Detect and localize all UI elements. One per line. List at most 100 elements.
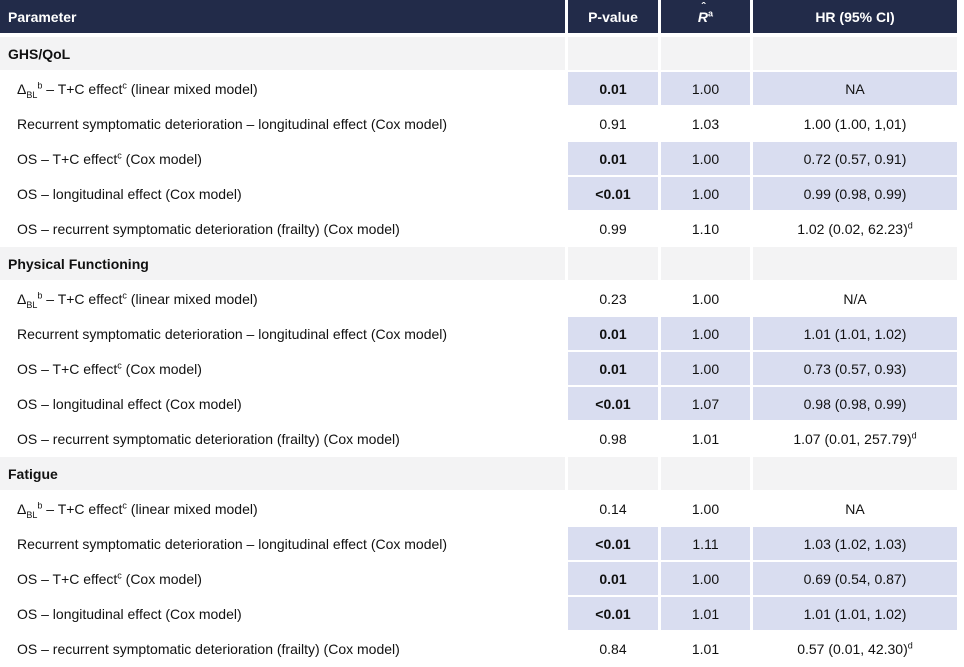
hr-ci-cell: NA — [753, 72, 957, 107]
hr-ci-cell: 1.01 (1.01, 1.02) — [753, 597, 957, 632]
section-spacer-cell — [661, 247, 753, 282]
param-cell: Recurrent symptomatic deterioration – lo… — [0, 527, 568, 562]
p-value-cell: <0.01 — [568, 387, 661, 422]
hr-ci-cell: 0.57 (0.01, 42.30)d — [753, 632, 957, 667]
section-spacer-cell — [753, 247, 957, 282]
param-text-part: (Cox model) — [121, 360, 202, 377]
param-text-part: OS – recurrent symptomatic deterioration… — [17, 430, 400, 447]
hr-footnote-superscript: d — [911, 429, 917, 440]
hr-ci-cell: 1.07 (0.01, 257.79)d — [753, 422, 957, 457]
r-hat-value-cell: 1.00 — [661, 142, 753, 177]
header-row: Parameter P-value R ˆ a HR (95% CI) — [0, 0, 957, 37]
r-hat-value-cell: 1.00 — [661, 352, 753, 387]
table-row: OS – recurrent symptomatic deterioration… — [0, 422, 957, 457]
table-row: ΔBLb – T+C effectc (linear mixed model) 0… — [0, 492, 957, 527]
param-text-part: b — [37, 289, 43, 300]
r-hat-base: R — [697, 8, 709, 25]
hr-footnote-superscript: d — [907, 219, 913, 230]
hr-ci-value: 1.01 (1.01, 1.02) — [803, 605, 907, 622]
table-row: OS – longitudinal effect (Cox model) <0.0… — [0, 177, 957, 212]
table-row: ΔBLb – T+C effectc (linear mixed model) 0… — [0, 72, 957, 107]
hr-ci-value: NA — [845, 500, 865, 517]
section-spacer-cell — [568, 37, 661, 72]
section-spacer-cell — [661, 457, 753, 492]
param-text-part: (Cox model) — [121, 150, 202, 167]
p-value-cell: 0.98 — [568, 422, 661, 457]
p-value-cell: 0.14 — [568, 492, 661, 527]
param-text-part: OS – T+C effect — [17, 150, 118, 167]
param-text-part: Recurrent symptomatic deterioration – lo… — [17, 115, 448, 132]
param-text-part: BL — [26, 89, 38, 100]
p-value-cell: 0.01 — [568, 142, 661, 177]
hr-ci-cell: 0.72 (0.57, 0.91) — [753, 142, 957, 177]
hr-ci-value: 1.02 (0.02, 62.23) — [797, 220, 908, 237]
param-text-part: (linear mixed model) — [126, 500, 258, 517]
hr-ci-value: NA — [845, 80, 865, 97]
p-value-cell: <0.01 — [568, 597, 661, 632]
hr-ci-value: N/A — [843, 290, 867, 307]
param-text-part: b — [37, 499, 43, 510]
param-text-part: Δ — [17, 80, 27, 97]
section-row: Fatigue — [0, 457, 957, 492]
param-text-part: c — [117, 359, 122, 370]
param-text-part: c — [122, 289, 127, 300]
r-hat-value-cell: 1.10 — [661, 212, 753, 247]
param-text-part: c — [122, 499, 127, 510]
section-title: Fatigue — [0, 457, 568, 492]
param-text-part: Recurrent symptomatic deterioration – lo… — [17, 535, 448, 552]
hr-footnote-superscript: d — [907, 639, 913, 650]
hr-ci-value: 1.00 (1.00, 1,01) — [803, 115, 907, 132]
hr-ci-value: 0.72 (0.57, 0.91) — [803, 150, 907, 167]
hr-ci-cell: N/A — [753, 282, 957, 317]
param-text-part: BL — [26, 509, 38, 520]
param-text-part: (linear mixed model) — [126, 290, 258, 307]
param-cell: OS – T+C effectc (Cox model) — [0, 562, 568, 597]
hr-ci-value: 0.57 (0.01, 42.30) — [797, 640, 908, 657]
param-cell: Recurrent symptomatic deterioration – lo… — [0, 107, 568, 142]
hat-accent: ˆ — [701, 0, 706, 14]
header-cell-p: P-value — [568, 0, 661, 37]
p-value-cell: <0.01 — [568, 177, 661, 212]
param-text-part: OS – T+C effect — [17, 570, 118, 587]
header-cell-param: Parameter — [0, 0, 568, 37]
hr-ci-cell: NA — [753, 492, 957, 527]
table-row: Recurrent symptomatic deterioration – lo… — [0, 527, 957, 562]
section-spacer-cell — [661, 37, 753, 72]
r-hat-value-cell: 1.00 — [661, 177, 753, 212]
table-row: OS – longitudinal effect (Cox model) <0.0… — [0, 387, 957, 422]
param-cell: OS – recurrent symptomatic deterioration… — [0, 632, 568, 667]
hr-ci-cell: 0.98 (0.98, 0.99) — [753, 387, 957, 422]
param-cell: OS – longitudinal effect (Cox model) — [0, 597, 568, 632]
param-cell: OS – T+C effectc (Cox model) — [0, 352, 568, 387]
hr-ci-cell: 1.00 (1.00, 1,01) — [753, 107, 957, 142]
param-cell: ΔBLb – T+C effectc (linear mixed model) — [0, 72, 568, 107]
p-value-cell: <0.01 — [568, 527, 661, 562]
param-text-part: OS – T+C effect — [17, 360, 118, 377]
r-hat-value-cell: 1.00 — [661, 492, 753, 527]
hr-ci-cell: 0.69 (0.54, 0.87) — [753, 562, 957, 597]
table-body: GHS/QoL ΔBLb – T+C effectc (linear mixed … — [0, 37, 957, 667]
section-spacer-cell — [568, 457, 661, 492]
hr-ci-cell: 1.01 (1.01, 1.02) — [753, 317, 957, 352]
r-hat-value-cell: 1.07 — [661, 387, 753, 422]
param-cell: OS – T+C effectc (Cox model) — [0, 142, 568, 177]
param-cell: OS – longitudinal effect (Cox model) — [0, 177, 568, 212]
table-header: Parameter P-value R ˆ a HR (95% CI) — [0, 0, 957, 37]
section-spacer-cell — [753, 457, 957, 492]
header-cell-hr: HR (95% CI) — [753, 0, 957, 37]
hr-ci-cell: 0.99 (0.98, 0.99) — [753, 177, 957, 212]
table-row: OS – T+C effectc (Cox model) 0.01 1.00 0.69… — [0, 562, 957, 597]
r-hat-value-cell: 1.00 — [661, 562, 753, 597]
param-text-part: c — [117, 149, 122, 160]
r-hat-value-cell: 1.01 — [661, 422, 753, 457]
hr-ci-cell: 1.03 (1.02, 1.03) — [753, 527, 957, 562]
table-row: OS – T+C effectc (Cox model) 0.01 1.00 0.73… — [0, 352, 957, 387]
section-spacer-cell — [753, 37, 957, 72]
section-spacer-cell — [568, 247, 661, 282]
hr-ci-cell: 0.73 (0.57, 0.93) — [753, 352, 957, 387]
r-hat-value-cell: 1.03 — [661, 107, 753, 142]
p-value-cell: 0.01 — [568, 352, 661, 387]
